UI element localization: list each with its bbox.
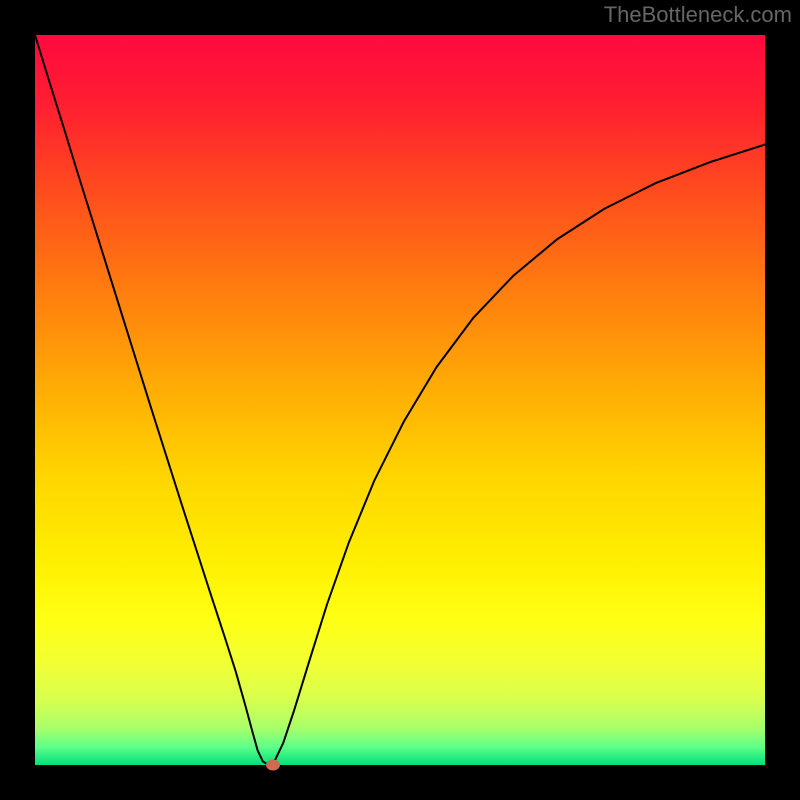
chart-container: TheBottleneck.com xyxy=(0,0,800,800)
plot-background xyxy=(35,35,765,765)
watermark-text: TheBottleneck.com xyxy=(604,2,792,28)
chart-svg xyxy=(0,0,800,800)
sweet-spot-marker xyxy=(266,760,280,771)
